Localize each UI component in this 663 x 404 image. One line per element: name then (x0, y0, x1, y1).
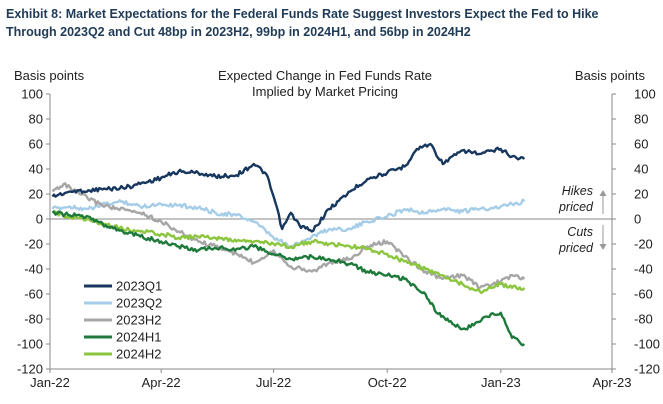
x-tick-label: Jan-23 (481, 375, 521, 390)
y-tick-label-left: 60 (29, 137, 43, 152)
y-tick-label-left: 100 (21, 87, 43, 102)
exhibit-title-line2: Through 2023Q2 and Cut 48bp in 2023H2, 9… (6, 25, 471, 39)
cuts-arrowhead (599, 244, 607, 250)
y-axis-label-right: Basis points (575, 68, 646, 83)
series-lines (51, 142, 526, 347)
y-tick-label-left: 40 (29, 162, 43, 177)
y-tick-label-left: -80 (24, 312, 43, 327)
series-line-2023Q2 (51, 198, 526, 248)
y-tick-label-right: 40 (634, 162, 648, 177)
hikes-arrowhead (599, 190, 607, 196)
y-tick-label-left: -120 (17, 362, 43, 377)
legend-label-2023Q1: 2023Q1 (116, 279, 162, 294)
cuts-label-line2: priced (558, 241, 594, 255)
y-tick-label-left: 0 (36, 212, 43, 227)
y-tick-label-right: 0 (634, 212, 641, 227)
y-tick-label-right: -60 (634, 287, 653, 302)
legend-label-2024H2: 2024H2 (116, 347, 162, 362)
chart-title-line1: Expected Change in Fed Funds Rate (218, 68, 432, 83)
y-tick-label-right: 60 (634, 137, 648, 152)
series-line-2023Q1 (51, 142, 526, 233)
y-tick-label-right: -100 (634, 337, 660, 352)
y-tick-label-right: -40 (634, 262, 653, 277)
y-axis-label-left: Basis points (14, 68, 85, 83)
cuts-label-line1: Cuts (567, 225, 593, 239)
y-tick-label-left: -100 (17, 337, 43, 352)
y-tick-label-right: -80 (634, 312, 653, 327)
exhibit-title: Exhibit 8: Market Expectations for the F… (6, 5, 658, 41)
hikes-label-line1: Hikes (562, 184, 593, 198)
y-tick-label-right: 100 (634, 87, 656, 102)
exhibit-title-line1: Exhibit 8: Market Expectations for the F… (6, 7, 599, 21)
legend-label-2024H1: 2024H1 (116, 330, 162, 345)
hikes-label-line2: priced (558, 200, 594, 214)
series-line-2024H2 (51, 210, 526, 295)
y-tick-label-right: -120 (634, 362, 660, 377)
y-tick-label-left: -60 (24, 287, 43, 302)
y-tick-label-left: -20 (24, 237, 43, 252)
hikes-annotation: Hikes priced (558, 184, 607, 214)
x-tick-label: Jul-22 (256, 375, 291, 390)
legend-label-2023Q2: 2023Q2 (116, 296, 162, 311)
y-tick-label-left: 80 (29, 112, 43, 127)
chart-title-line2: Implied by Market Pricing (252, 84, 398, 99)
cuts-annotation: Cuts priced (558, 225, 607, 255)
y-tick-label-right: -20 (634, 237, 653, 252)
x-tick-label: Jan-22 (30, 375, 70, 390)
x-ticks: Jan-22 Apr-22 Jul-22 Oct-22 Jan-23 Apr-23 (30, 369, 632, 390)
x-tick-label: Oct-22 (368, 375, 407, 390)
series-line-2023H2 (51, 182, 526, 290)
y-tick-label-right: 20 (634, 187, 648, 202)
legend: 2023Q1 2023Q2 2023H2 2024H1 2024H2 (84, 279, 162, 362)
legend-label-2023H2: 2023H2 (116, 313, 162, 328)
y-tick-label-right: 80 (634, 112, 648, 127)
series-line-2024H1 (51, 210, 526, 347)
y-tick-label-left: -40 (24, 262, 43, 277)
y-ticks: -120 -120 -100 -100 -80 -80 -60 -60 -40 -40 -20 -20… (17, 87, 660, 377)
x-tick-label: Apr-23 (592, 375, 631, 390)
y-tick-label-left: 20 (29, 187, 43, 202)
x-tick-label: Apr-22 (142, 375, 181, 390)
